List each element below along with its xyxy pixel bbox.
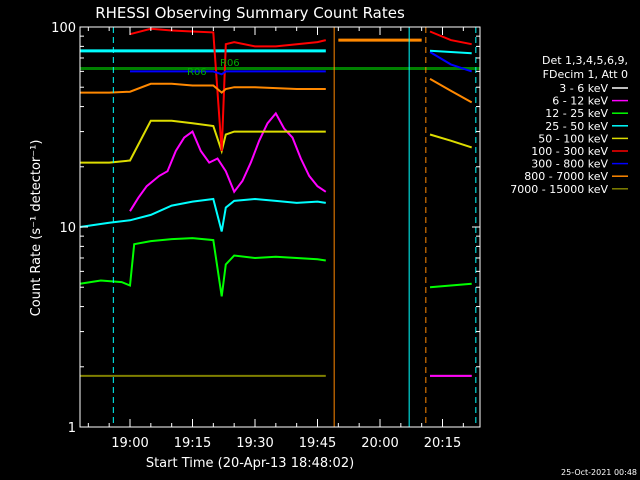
- y-axis-label: Count Rate (s⁻¹ detector⁻¹): [29, 140, 44, 317]
- series-line-7: [80, 82, 326, 94]
- y-tick-label-0: 1: [68, 421, 76, 436]
- legend-header-0: Det 1,3,4,5,6,9,: [542, 54, 628, 67]
- x-tick-label-4: 20:00: [361, 436, 398, 451]
- x-tick-label-3: 19:45: [299, 436, 336, 451]
- late-segment-0: [429, 30, 472, 46]
- series-line-1: [129, 111, 327, 212]
- y-tick-label-1: 10: [59, 221, 76, 236]
- y-tick-label-2: 100: [51, 21, 76, 36]
- x-axis: 19:00 19:15 19:30 19:45 20:00 20:15: [87, 27, 464, 451]
- late-segment-1: [429, 51, 473, 73]
- series-line-6: [130, 70, 326, 76]
- chart-title: RHESSI Observing Summary Count Rates: [95, 4, 405, 22]
- series-line-3: [79, 197, 326, 232]
- series-line-4: [80, 119, 326, 164]
- x-tick-label-2: 19:30: [236, 436, 273, 451]
- late-segment-5: [429, 282, 472, 289]
- legend-label-5: 100 - 300 keV: [531, 145, 608, 158]
- legend-label-4: 50 - 100 keV: [538, 132, 608, 145]
- annotation-1: R06: [220, 58, 240, 69]
- legend-label-7: 800 - 7000 keV: [524, 170, 608, 183]
- series-line-0: [137, 108, 327, 324]
- x-tick-label-0: 19:00: [111, 436, 148, 451]
- y-axis: 1 10 100: [51, 21, 480, 436]
- legend-label-2: 12 - 25 keV: [545, 107, 608, 120]
- x-tick-label-1: 19:15: [174, 436, 211, 451]
- late-segment-3: [429, 78, 473, 104]
- legend-label-6: 300 - 800 keV: [531, 158, 608, 171]
- legend-header-1: FDecim 1, Att 0: [543, 68, 628, 81]
- x-tick-label-5: 20:15: [424, 436, 461, 451]
- late-segment-2: [429, 49, 472, 55]
- legend-label-8: 7000 - 15000 keV: [510, 183, 608, 196]
- legend-label-0: 3 - 6 keV: [559, 82, 608, 95]
- late-segment-4: [429, 133, 473, 149]
- legend: Det 1,3,4,5,6,9,FDecim 1, Att 03 - 6 keV…: [510, 54, 628, 196]
- legend-label-3: 25 - 50 keV: [545, 120, 608, 133]
- series-line-2: [79, 237, 326, 297]
- annotation-0: R06: [187, 67, 207, 78]
- footer-timestamp: 25-Oct-2021 00:48: [561, 468, 637, 477]
- plot-area: R06 R06: [79, 26, 481, 428]
- legend-label-1: 6 - 12 keV: [552, 95, 608, 108]
- x-axis-label: Start Time (20-Apr-13 18:48:02): [146, 456, 354, 471]
